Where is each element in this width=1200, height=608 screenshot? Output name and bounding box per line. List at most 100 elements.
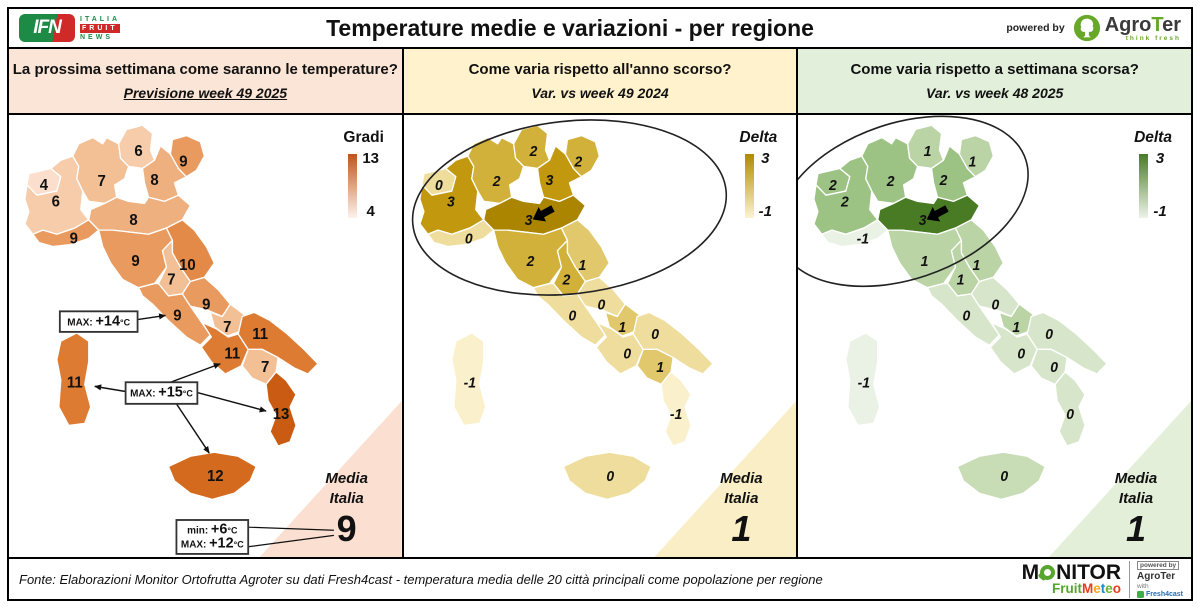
- region-puglia-value: 0: [651, 327, 659, 343]
- legend-title: Gradi: [343, 129, 384, 146]
- panel-vs-year-subtitle: Var. vs week 49 2024: [531, 85, 669, 101]
- fruit-label: Fruit: [1052, 581, 1082, 596]
- region-puglia-value: 0: [1046, 327, 1054, 343]
- meteo-letter: e: [1105, 581, 1113, 596]
- panel-vs-year-header: Come varia rispetto all'anno scorso? Var…: [403, 49, 797, 115]
- panel-vs-year-question: Come varia rispetto all'anno scorso?: [468, 61, 732, 78]
- meteo-letter: M: [1082, 581, 1094, 596]
- ifn-italia-label: ITALIA: [80, 15, 121, 23]
- ifn-logo-mark: IFN: [19, 14, 75, 42]
- region-toscana-value: 2: [525, 254, 534, 270]
- footer-with-label: with: [1137, 582, 1149, 590]
- footer-powered-by-label: powered by: [1137, 560, 1180, 570]
- legend-gradi: Gradi 13 4: [332, 129, 396, 220]
- region-sardegna: [845, 332, 881, 427]
- region-umbria-value: 2: [561, 272, 570, 288]
- region-lombardia: [466, 136, 524, 205]
- region-vda-value: 4: [40, 177, 49, 194]
- region-calabria-value: 13: [273, 406, 290, 423]
- media-italia-label: Media: [325, 469, 368, 487]
- callout-arrow: [170, 363, 221, 383]
- region-sardegna-value: -1: [463, 375, 476, 391]
- media-italia-label: Media: [720, 469, 763, 487]
- region-liguria-value: 9: [70, 230, 78, 247]
- north-highlight-ellipse: [798, 115, 1030, 288]
- media-italia-value: 1: [731, 508, 752, 550]
- region-calabria: [1054, 371, 1087, 447]
- region-marche-value: 1: [578, 258, 586, 274]
- region-campania-value: 11: [224, 345, 240, 362]
- region-emilia-value: 3: [919, 213, 927, 229]
- region-lombardia: [72, 136, 130, 205]
- region-trentino-value: 1: [924, 144, 932, 160]
- region-liguria-value: -1: [857, 231, 870, 247]
- region-lombardia-value: 2: [491, 174, 500, 190]
- legend-max-value: 3: [761, 150, 770, 167]
- callout-arrow: [94, 384, 126, 393]
- region-umbria-value: 1: [957, 272, 965, 288]
- callout-text: MAX: +14°C: [67, 314, 130, 330]
- legend-color-bar: [744, 154, 754, 218]
- region-sardegna-value: 11: [67, 374, 83, 391]
- legend-max-value: 13: [362, 150, 380, 167]
- legend-title: Delta: [739, 129, 778, 146]
- callout-arrow: [175, 403, 210, 454]
- meteo-letter: t: [1100, 581, 1106, 596]
- legend-delta: Delta 3 -1: [726, 129, 790, 220]
- callout-line: [248, 534, 334, 548]
- emilia-arrow-icon: [927, 205, 949, 222]
- region-friuli: [564, 134, 600, 178]
- legend-delta: Delta 3 -1: [1121, 129, 1185, 220]
- footer-fresh4cast: Fresh4cast: [1137, 590, 1183, 598]
- region-campania-value: 0: [1018, 346, 1026, 362]
- region-trentino-value: 6: [134, 143, 142, 160]
- media-italia-label2: Italia: [329, 490, 364, 508]
- region-molise-value: 1: [618, 320, 626, 336]
- ifn-fruit-label: FRUIT: [80, 23, 120, 33]
- legend-min-value: -1: [1153, 203, 1167, 220]
- legend-max-value: 3: [1155, 150, 1165, 167]
- dashboard-frame: IFN ITALIA FRUIT NEWS Temperature medie …: [7, 7, 1193, 601]
- top-bar: IFN ITALIA FRUIT NEWS Temperature medie …: [9, 9, 1191, 49]
- panel-forecast-subtitle: Previsione week 49 2025: [123, 85, 288, 101]
- region-calabria-value: 0: [1067, 407, 1075, 423]
- agroter-name: AgroTer: [1104, 13, 1181, 36]
- callout-text: MAX: +15°C: [130, 384, 193, 400]
- region-piemonte-value: 2: [840, 194, 849, 210]
- region-trentino: [512, 124, 550, 170]
- region-lazio-value: 9: [173, 307, 181, 324]
- region-veneto: [536, 145, 582, 203]
- north-highlight-ellipse: [411, 119, 727, 296]
- magnifier-icon: [1040, 565, 1056, 580]
- panel-vs-year-map-area: 0 3 2 2 3 2 0 3 2 2 1 0 0 1 0 0 1 -1 0 -1 Delta 3 -1 Media …: [403, 115, 797, 557]
- ifn-wordmark: ITALIA FRUIT NEWS: [80, 16, 120, 41]
- panel-vs-year: Come varia rispetto all'anno scorso? Var…: [403, 49, 799, 557]
- region-umbria-value: 7: [167, 271, 175, 288]
- footer-agroter-label: AgroTer: [1137, 570, 1176, 582]
- region-friuli: [169, 134, 205, 178]
- region-basilicata-value: 1: [656, 360, 664, 376]
- callout-arrow: [137, 313, 166, 321]
- media-italia-value: 1: [1126, 508, 1147, 550]
- region-sicilia: [957, 451, 1047, 501]
- panel-forecast-map-area: 4 6 7 6 8 9 9 8 9 7 10 9 9 7 11 11 7 13 12 11 MAX: +14°C MAX:…: [9, 115, 402, 557]
- panel-vs-week-map-area: 2 2 2 1 2 1 -1 3 1 1 1 0 0 1 0 0 0 0 0 -1 Delta 3 -1 Media …: [798, 115, 1192, 557]
- region-campania: [595, 321, 644, 375]
- ifn-news-label: NEWS: [80, 33, 113, 41]
- panel-forecast-header: La prossima settimana come saranno le te…: [9, 49, 402, 115]
- callout-box: [124, 381, 199, 405]
- region-campania: [200, 321, 249, 375]
- region-lombardia: [861, 136, 919, 205]
- footer: Fonte: Elaborazioni Monitor Ortofrutta A…: [9, 557, 1191, 599]
- callout-text: MAX: +12°C: [181, 536, 244, 552]
- agroter-logo: AgroTer think fresh: [1073, 14, 1181, 42]
- region-trentino-value: 2: [528, 144, 537, 160]
- panel-vs-week-question: Come varia rispetto a settimana scorsa?: [850, 61, 1139, 78]
- region-basilicata-value: 7: [261, 359, 269, 376]
- media-italia-label2: Italia: [1118, 490, 1154, 508]
- callout-arrow: [197, 391, 267, 413]
- region-sicilia-value: 12: [207, 468, 224, 485]
- media-italia-label2: Italia: [724, 490, 759, 508]
